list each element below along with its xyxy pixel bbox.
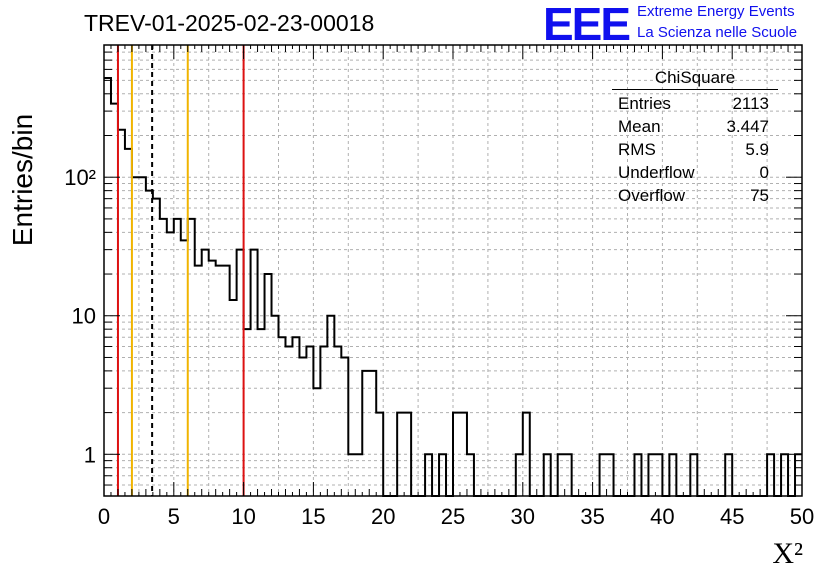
stats-value: 2113 xyxy=(732,94,769,113)
stats-label: Underflow xyxy=(618,163,695,182)
axes: 0 5 10 15 20 25 30 35 40 45 50 1 10 10² xyxy=(64,44,814,529)
histogram-bin xyxy=(111,104,118,496)
histogram-bin xyxy=(181,240,188,496)
histogram-bin xyxy=(167,232,174,496)
histogram-bin xyxy=(139,177,146,496)
stats-label: Entries xyxy=(618,94,671,113)
x-axis-label: X² xyxy=(772,537,803,570)
histogram-bin xyxy=(306,346,313,496)
eee-logo: EEE xyxy=(543,0,631,50)
histogram-bin xyxy=(272,316,279,496)
histogram-bin xyxy=(327,316,334,496)
logo-line-1: Extreme Energy Events xyxy=(637,3,795,20)
reference-lines xyxy=(116,45,245,496)
histogram-bin xyxy=(202,250,209,496)
x-tick-label: 0 xyxy=(98,504,110,529)
histogram-bin xyxy=(362,371,369,496)
stats-row-underflow: Underflow 0 xyxy=(612,161,778,184)
stats-label: Mean xyxy=(618,117,661,136)
x-tick-label: 25 xyxy=(441,504,465,529)
y-tick-label: 1 xyxy=(84,442,96,467)
stats-value: 0 xyxy=(759,163,769,182)
x-tick-label: 15 xyxy=(301,504,325,529)
histogram-bin xyxy=(369,371,376,496)
histogram-bin xyxy=(292,337,299,496)
logo-line-2: La Scienza nelle Scuole xyxy=(637,24,798,41)
x-tick-label: 30 xyxy=(511,504,535,529)
y-tick-label: 10² xyxy=(64,165,96,190)
histogram-bin xyxy=(341,357,348,496)
stats-row-overflow: Overflow 75 xyxy=(612,184,778,207)
x-tick-label: 10 xyxy=(231,504,255,529)
histogram-bin xyxy=(132,177,139,496)
x-tick-label: 20 xyxy=(371,504,395,529)
histogram-bin xyxy=(195,266,202,496)
histogram-bin xyxy=(118,130,125,496)
histogram-outline xyxy=(104,77,802,497)
histogram-bin xyxy=(251,250,258,496)
histogram-bin xyxy=(279,337,286,496)
stats-row-rms: RMS 5.9 xyxy=(612,138,778,161)
stats-row-mean: Mean 3.447 xyxy=(612,115,778,138)
x-tick-label: 5 xyxy=(168,504,180,529)
stats-box-title: ChiSquare xyxy=(612,66,778,90)
x-tick-label: 45 xyxy=(720,504,744,529)
grid-lines xyxy=(103,44,803,497)
stats-row-entries: Entries 2113 xyxy=(612,92,778,115)
histogram-bars xyxy=(104,77,802,497)
histogram-bin xyxy=(223,266,230,496)
stats-value: 5.9 xyxy=(745,140,769,159)
histogram-bin xyxy=(285,346,292,496)
histogram-bin xyxy=(104,78,111,496)
x-tick-label: 40 xyxy=(650,504,674,529)
histogram-bin xyxy=(216,266,223,496)
stats-label: RMS xyxy=(618,140,656,159)
stats-value: 75 xyxy=(750,186,769,205)
chart-title: TREV-01-2025-02-23-00018 xyxy=(84,10,375,36)
y-tick-label: 10 xyxy=(72,304,96,329)
histogram-bin xyxy=(299,357,306,496)
x-tick-label: 35 xyxy=(580,504,604,529)
histogram-bin xyxy=(320,346,327,496)
stats-value: 3.447 xyxy=(726,117,769,136)
histogram-bin xyxy=(153,199,160,496)
histogram-bin xyxy=(334,346,341,496)
stats-label: Overflow xyxy=(618,186,686,205)
histogram-bin xyxy=(313,388,320,496)
histogram-bin xyxy=(237,250,244,496)
x-tick-label: 50 xyxy=(790,504,814,529)
y-axis-label: Entries/bin xyxy=(7,114,38,246)
stats-box: ChiSquare Entries 2113 Mean 3.447 RMS 5.9 U… xyxy=(612,66,778,207)
histogram-bin xyxy=(265,274,272,496)
